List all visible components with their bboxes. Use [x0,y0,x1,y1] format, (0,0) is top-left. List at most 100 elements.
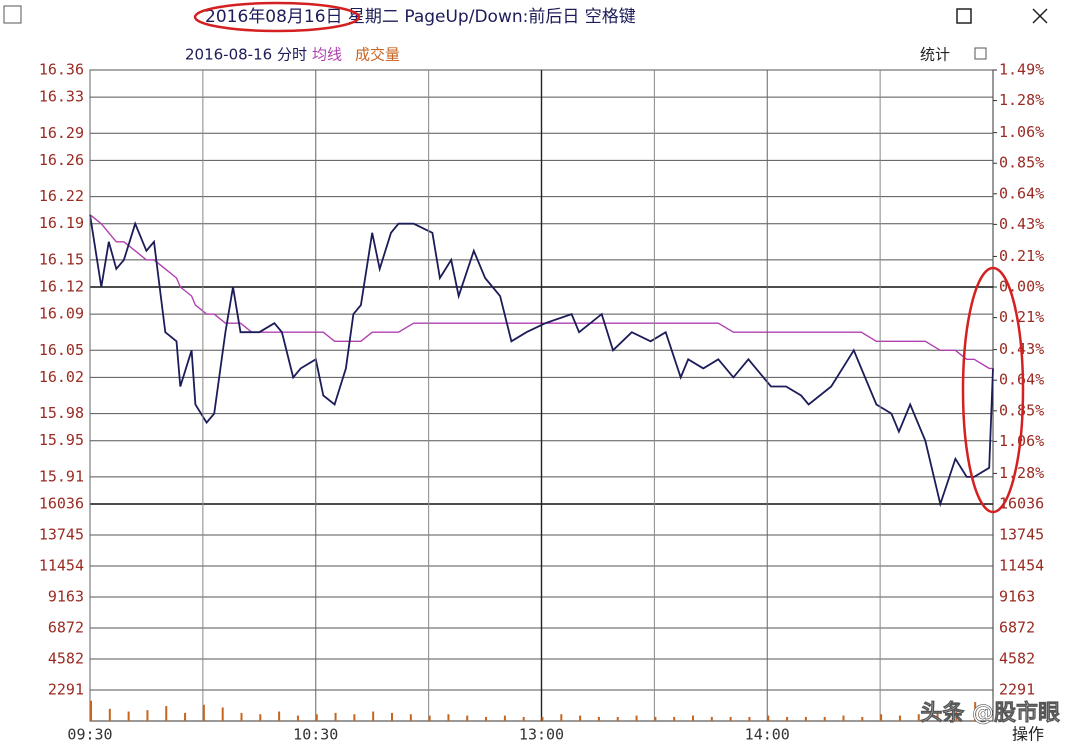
legend-entry: 成交量 [355,46,400,64]
volume-bar [823,716,826,721]
window-title: 2016年08月16日 星期二 PageUp/Down:前后日 空格键 [205,7,636,27]
y-tick-label: 16.02 [39,368,84,386]
volume-bar [974,702,977,721]
y-tick-label: 15.91 [39,467,84,485]
volume-bar [748,716,751,721]
volume-bar [880,714,883,721]
x-tick-label: 10:30 [293,726,338,744]
y2-tick-label: 0.85% [999,154,1044,172]
volume-bar [334,712,337,721]
volume-bar [861,716,864,721]
volume-bar [729,716,732,721]
watermark: 头条 @股市眼 [920,700,1060,726]
y2-tick-label: 0.64% [999,184,1044,202]
y-tick-label-right: 2291 [999,680,1035,698]
volume-bar [296,715,299,721]
y-tick-label-right: 4582 [999,649,1035,667]
volume-bar [692,715,694,721]
volume-bar [804,716,807,721]
x-tick-label: 13:00 [519,726,564,744]
close-button[interactable] [1032,8,1048,24]
app-icon [3,5,22,24]
volume-bar [635,715,638,721]
operate-button[interactable]: 操作 [1012,725,1044,744]
y-tick-label: 11454 [39,557,84,575]
volume-bar [391,712,393,721]
volume-bar [541,716,544,721]
volume-bar [447,714,450,721]
volume-bar [673,716,676,721]
volume-bar [108,708,111,721]
volume-bar [597,716,600,721]
y-tick-label-right: 13745 [999,526,1044,544]
y-tick-label: 16.12 [39,278,84,296]
maximize-button[interactable] [956,8,972,24]
y-tick-label: 16.09 [39,305,84,323]
volume-bar [259,714,262,721]
price-line [89,214,994,508]
plot-layer: 16.36 16.33 16.29 16.26 16.22 16.19 16.15 16.12… [39,61,1044,744]
y-tick-label: 6872 [48,619,84,637]
volume-bar [353,714,356,721]
y-tick-label-right: 11454 [999,557,1044,575]
volume-bar [278,711,281,721]
volume-bar [560,714,563,721]
y2-tick-label: 1.28% [999,91,1044,109]
y-tick-label: 16.33 [39,88,84,106]
volume-bar [485,716,488,721]
y-tick-label: 16.19 [39,214,84,232]
volume-bar [372,711,375,721]
highlight-ellipse [961,266,1025,514]
legend-entry: 均线 [312,46,342,64]
y2-tick-label: 0.43% [999,215,1044,233]
y-tick-label: 15.98 [39,404,84,422]
volume-bar [221,707,224,721]
volume-bar [466,715,469,721]
y-tick-label: 9163 [48,588,84,606]
volume-bar [936,712,939,721]
stats-icon [974,47,987,60]
y2-tick-label: 0.21% [999,247,1044,265]
volume-bar [146,710,149,721]
y-tick-label: 16.29 [39,124,84,142]
highlight-ellipse [193,1,361,33]
volume-bar [898,715,901,721]
y2-tick-label: 0.21% [999,308,1044,326]
x-tick-label: 09:30 [67,726,112,744]
y-tick-label: 16.15 [39,250,84,268]
y-tick-label-right: 16036 [999,495,1044,513]
x-tick-label: 14:00 [745,726,790,744]
volume-bar [409,714,412,721]
volume-bar [842,715,845,721]
y-tick-label: 16.26 [39,151,84,169]
volume-bar [202,704,205,721]
volume-bar [917,714,920,721]
volume-bar [184,712,187,721]
y2-tick-label: 1.49% [999,61,1044,79]
y-tick-label: 16.22 [39,187,84,205]
volume-bar [767,715,770,721]
y2-tick-label: 0.64% [999,371,1044,389]
y-tick-label: 4582 [48,649,84,667]
chart-title: 2016-08-16 分时 [185,46,307,64]
stats-button[interactable]: 统计 [920,46,950,64]
volume-bar [955,708,958,721]
volume-bar [315,714,318,721]
volume-bar [710,716,713,721]
y-tick-label: 15.95 [39,431,84,449]
y-tick-label-right: 6872 [999,619,1035,637]
average-line [89,214,993,370]
volume-bar [616,716,619,721]
y2-tick-label: 1.28% [999,464,1044,482]
volume-bar [786,716,789,721]
volume-bar [654,716,657,721]
volume-bar [579,715,582,721]
y-tick-label: 16.05 [39,341,84,359]
y-tick-label: 16.36 [39,61,84,79]
volume-bar [90,700,92,721]
y-tick-label-right: 9163 [999,588,1035,606]
volume-bar [428,715,431,721]
volume-bar [240,712,243,721]
